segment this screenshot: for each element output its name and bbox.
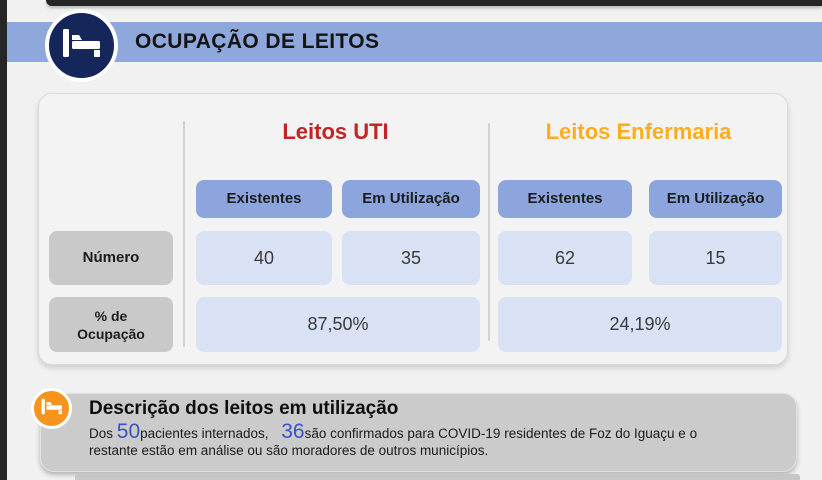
- row-label-ocupacao-line1: % de: [94, 307, 128, 324]
- uti-existentes-header: Existentes: [196, 180, 332, 218]
- bed-badge: [45, 9, 118, 82]
- description-card: Descrição dos leitos em utilização Dos 5…: [40, 393, 797, 472]
- enfermaria-occupancy-value: 24,19%: [498, 297, 782, 352]
- bed-badge-small: [31, 388, 72, 429]
- uti-group-title: Leitos UTI: [282, 119, 389, 144]
- uti-em-utilizacao-value: 35: [342, 231, 480, 285]
- covid-confirmed-value: 36: [281, 420, 305, 443]
- desc-text-prefix: Dos: [89, 426, 114, 441]
- left-dark-edge: [0, 0, 7, 480]
- description-title: Descrição dos leitos em utilização: [89, 398, 399, 419]
- uti-em-utilizacao-header: Em Utilização: [342, 180, 480, 218]
- desc-text-suffix: são confirmados para COVID-19 residentes…: [304, 426, 698, 441]
- column-divider: [488, 123, 490, 341]
- beds-table-card: Leitos UTI Leitos Enfermaria Existentes …: [38, 93, 788, 365]
- desc-text-line2: restante estão em análise ou são morador…: [89, 443, 489, 458]
- enfermaria-em-utilizacao-value: 15: [649, 231, 782, 285]
- section-header-bar: OCUPAÇÃO DE LEITOS: [7, 22, 822, 62]
- row-label-numero: Número: [49, 231, 173, 285]
- patients-total-value: 50: [116, 420, 141, 443]
- top-dark-edge: [46, 0, 822, 6]
- uti-occupancy-value: 87,50%: [196, 297, 480, 352]
- row-label-ocupacao: % de Ocupação: [49, 297, 173, 352]
- row-label-ocupacao-line2: Ocupação: [77, 325, 145, 342]
- bed-icon-small: [41, 398, 63, 420]
- bed-icon: [62, 28, 102, 63]
- column-divider: [183, 121, 185, 347]
- section-title: OCUPAÇÃO DE LEITOS: [135, 30, 380, 53]
- enfermaria-em-utilizacao-header: Em Utilização: [649, 180, 782, 218]
- next-section-edge: [75, 474, 800, 480]
- enfermaria-existentes-value: 62: [498, 231, 632, 285]
- description-text: Dos 50pacientes internados, 36são confir…: [89, 420, 789, 459]
- enfermaria-existentes-header: Existentes: [498, 180, 632, 218]
- enfermaria-group-title: Leitos Enfermaria: [545, 119, 732, 144]
- desc-text-mid: pacientes internados,: [140, 426, 269, 441]
- uti-existentes-value: 40: [196, 231, 332, 285]
